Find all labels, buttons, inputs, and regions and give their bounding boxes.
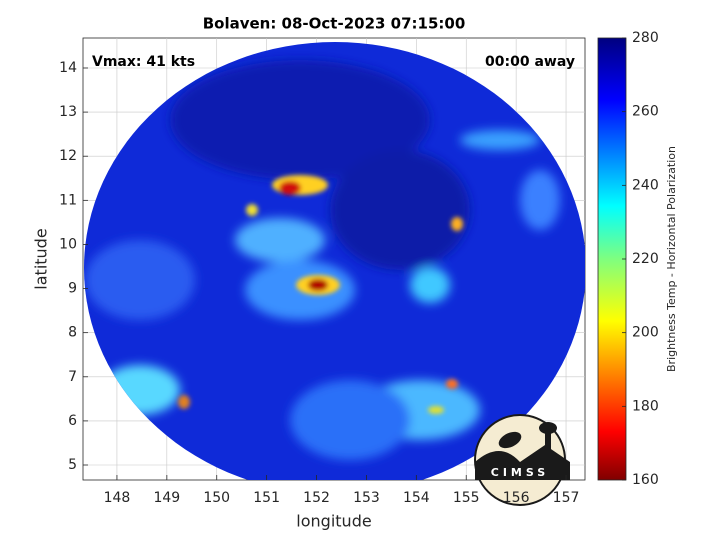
x-tick-label: 148 (104, 490, 131, 506)
y-tick-label: 14 (59, 60, 77, 76)
y-tick-label: 9 (68, 281, 77, 297)
colorbar-label: Brightness Temp - Horizontal Polarizatio… (665, 146, 678, 372)
colorbar-tick-label: 200 (632, 325, 659, 341)
cimss-logo: CIMSS (474, 414, 570, 506)
colorbar-tick-label: 160 (632, 472, 659, 488)
colorbar-tick-label: 260 (632, 104, 659, 120)
x-tick-label: 157 (553, 490, 580, 506)
y-tick-label: 13 (59, 104, 77, 120)
x-tick-label: 154 (403, 490, 430, 506)
colorbar-tick-label: 240 (632, 177, 659, 193)
x-tick-label: 151 (253, 490, 280, 506)
x-tick-label: 153 (353, 490, 380, 506)
y-tick-label: 7 (68, 369, 77, 385)
colorbar-tick-label: 220 (632, 251, 659, 267)
x-tick-label: 150 (203, 490, 230, 506)
x-tick-label: 149 (153, 490, 180, 506)
x-tick-label: 155 (453, 490, 480, 506)
time-away: 00:00 away (485, 54, 575, 70)
y-tick-label: 10 (59, 236, 77, 252)
title: Bolaven: 08-Oct-2023 07:15:00 (203, 15, 466, 33)
y-tick-label: 5 (68, 457, 77, 473)
colorbar (597, 37, 627, 481)
colorbar-tick-label: 180 (632, 398, 659, 414)
x-axis-label: longitude (296, 512, 371, 531)
y-tick-label: 8 (68, 325, 77, 341)
imagery (84, 42, 585, 480)
colorbar-tick-label: 280 (632, 30, 659, 46)
x-tick-label: 152 (303, 490, 330, 506)
x-tick-label: 156 (503, 490, 530, 506)
y-tick-label: 11 (59, 192, 77, 208)
y-tick-label: 6 (68, 413, 77, 429)
vmax: Vmax: 41 kts (92, 54, 195, 70)
logo-text: CIMSS (491, 466, 549, 479)
y-tick-label: 12 (59, 148, 77, 164)
y-axis-label: latitude (32, 228, 51, 289)
